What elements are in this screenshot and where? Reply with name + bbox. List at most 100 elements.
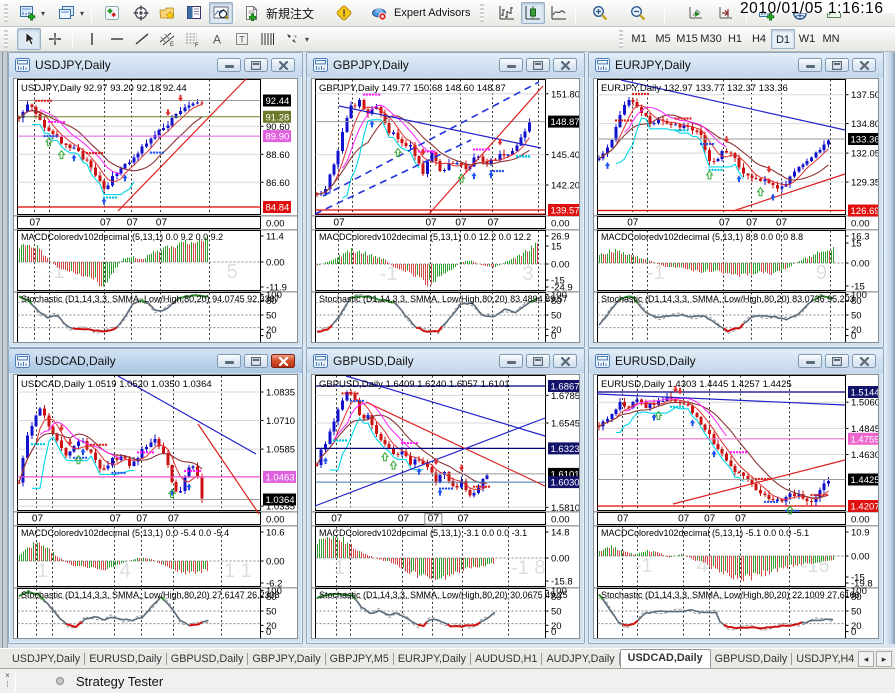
- svg-text:1.0835: 1.0835: [266, 388, 295, 399]
- svg-text:1.6545: 1.6545: [551, 419, 580, 430]
- svg-text:0.00: 0.00: [851, 515, 870, 526]
- svg-text:T: T: [239, 35, 245, 45]
- svg-text:07: 07: [334, 218, 346, 229]
- svg-text:15: 15: [551, 242, 562, 253]
- svg-text:07: 07: [458, 514, 470, 525]
- svg-text:80: 80: [551, 592, 562, 603]
- svg-text:5: 5: [227, 261, 238, 283]
- svg-text:MACDColoredv102decimal (5,13,1: MACDColoredv102decimal (5,13,1) 0.0 12.2…: [319, 232, 531, 242]
- svg-text:0.00: 0.00: [266, 515, 285, 526]
- svg-text:Stochastic (D1,14,3,3, SMMA, L: Stochastic (D1,14,3,3, SMMA, Low/High,80…: [21, 590, 280, 600]
- svg-text:Stochastic (D1,14,3,3, SMMA, L: Stochastic (D1,14,3,3, SMMA, Low/High,80…: [601, 590, 860, 600]
- svg-text:07: 07: [488, 218, 500, 229]
- svg-text:80: 80: [266, 296, 277, 307]
- svg-text:90.60: 90.60: [266, 122, 290, 133]
- svg-text:126.69: 126.69: [851, 206, 880, 217]
- svg-text:0.00: 0.00: [266, 557, 285, 568]
- svg-text:07: 07: [127, 218, 139, 229]
- svg-text:-24.9: -24.9: [551, 283, 573, 294]
- svg-text:1.6101: 1.6101: [551, 469, 580, 480]
- svg-text:1.0585: 1.0585: [266, 445, 295, 456]
- svg-text:142.20: 142.20: [551, 181, 580, 192]
- svg-text:-1: -1: [635, 555, 653, 577]
- svg-text:07: 07: [398, 514, 410, 525]
- svg-text:1.5810: 1.5810: [551, 503, 580, 514]
- svg-text:151.80: 151.80: [551, 89, 580, 100]
- svg-text:-1: -1: [47, 261, 65, 283]
- svg-text:1.6785: 1.6785: [551, 391, 580, 402]
- svg-text:20: 20: [551, 621, 562, 632]
- svg-text:MACDColoredv102decimal (5,13,1: MACDColoredv102decimal (5,13,1) 8.8 0.0 …: [601, 232, 803, 242]
- svg-text:50: 50: [851, 311, 862, 322]
- svg-text:-15: -15: [851, 573, 865, 584]
- svg-text:89.90: 89.90: [266, 132, 290, 143]
- svg-text:1.0710: 1.0710: [266, 416, 295, 427]
- svg-text:A: A: [213, 33, 221, 47]
- svg-text:07: 07: [136, 514, 148, 525]
- svg-text:0.00: 0.00: [551, 219, 570, 230]
- svg-text:20: 20: [266, 621, 277, 632]
- svg-text:100: 100: [266, 290, 282, 301]
- svg-text:50: 50: [551, 607, 562, 618]
- svg-text:1.4425: 1.4425: [851, 475, 880, 486]
- svg-text:0.00: 0.00: [266, 219, 285, 230]
- svg-text:07: 07: [455, 218, 467, 229]
- svg-text:80: 80: [851, 592, 862, 603]
- svg-text:-15: -15: [801, 555, 830, 577]
- svg-text:10.9: 10.9: [851, 528, 870, 539]
- svg-text:07: 07: [627, 218, 639, 229]
- svg-text:16.3: 16.3: [851, 232, 870, 243]
- svg-text:50: 50: [266, 311, 277, 322]
- svg-text:1.5060: 1.5060: [851, 398, 879, 409]
- svg-text:129.35: 129.35: [851, 178, 879, 189]
- svg-text:4: 4: [403, 557, 414, 579]
- svg-text:F: F: [195, 43, 199, 47]
- svg-text:0.00: 0.00: [551, 554, 570, 565]
- svg-text:80: 80: [551, 296, 562, 307]
- svg-text:100: 100: [851, 290, 867, 301]
- svg-text:0: 0: [266, 627, 271, 638]
- svg-text:1.5144: 1.5144: [851, 388, 880, 399]
- svg-text:3: 3: [523, 263, 534, 285]
- svg-text:0.00: 0.00: [551, 260, 570, 271]
- svg-text:1.4845: 1.4845: [851, 424, 879, 435]
- svg-text:-6.2: -6.2: [266, 579, 282, 590]
- svg-text:07: 07: [168, 514, 180, 525]
- svg-text:0.00: 0.00: [851, 259, 870, 270]
- svg-text:MACDColoredv102decimal (5,13,1: MACDColoredv102decimal (5,13,1) 0.0 9.2 …: [21, 232, 223, 242]
- svg-text:1.0335: 1.0335: [266, 502, 295, 513]
- svg-text:07: 07: [428, 514, 440, 525]
- svg-text:1.6030: 1.6030: [551, 478, 580, 489]
- svg-text:0.00: 0.00: [551, 515, 570, 526]
- svg-text:07: 07: [617, 514, 629, 525]
- svg-text:4: 4: [697, 555, 708, 577]
- svg-text:20: 20: [551, 325, 562, 336]
- svg-text:Stochastic (D1,14,3,3, SMMA, L: Stochastic (D1,14,3,3, SMMA, Low/High,80…: [601, 294, 855, 304]
- svg-text:07: 07: [32, 514, 44, 525]
- svg-text:07: 07: [678, 514, 690, 525]
- svg-text:1 1: 1 1: [224, 560, 252, 582]
- svg-text:Stochastic (D1,14,3,3, SMMA, L: Stochastic (D1,14,3,3, SMMA, Low/High,80…: [21, 294, 280, 304]
- svg-text:9: 9: [816, 262, 827, 284]
- svg-text:1.6867: 1.6867: [551, 382, 580, 393]
- svg-text:20: 20: [851, 621, 862, 632]
- svg-text:-1 8: -1 8: [511, 557, 545, 579]
- svg-text:-1: -1: [380, 263, 398, 285]
- svg-text:GBPJPY,Daily 149.77 150.68 14: GBPJPY,Daily 149.77 150.68 148.60 148.87: [319, 83, 506, 94]
- svg-text:10.6: 10.6: [266, 528, 285, 539]
- svg-text:-1: -1: [647, 262, 665, 284]
- svg-text:137.50: 137.50: [851, 90, 879, 101]
- svg-text:MACDColoredv102decimal (5,13,1: MACDColoredv102decimal (5,13,1) 0.0 -5.4…: [21, 528, 229, 538]
- svg-text:-15.8: -15.8: [551, 577, 573, 588]
- svg-text:07: 07: [719, 218, 731, 229]
- svg-text:1.4207: 1.4207: [851, 502, 880, 513]
- svg-text:92.44: 92.44: [266, 96, 290, 107]
- svg-text:MACDColoredv102decimal (5,13,1: MACDColoredv102decimal (5,13,1) -5.1 0.0…: [601, 528, 809, 538]
- svg-text:4: 4: [120, 560, 131, 582]
- svg-text:1: 1: [37, 560, 48, 582]
- svg-text:-15: -15: [551, 276, 565, 287]
- svg-text:148.87: 148.87: [551, 117, 580, 128]
- svg-text:07: 07: [30, 218, 42, 229]
- svg-text:0.00: 0.00: [266, 258, 285, 269]
- svg-text:-19.8: -19.8: [851, 579, 873, 590]
